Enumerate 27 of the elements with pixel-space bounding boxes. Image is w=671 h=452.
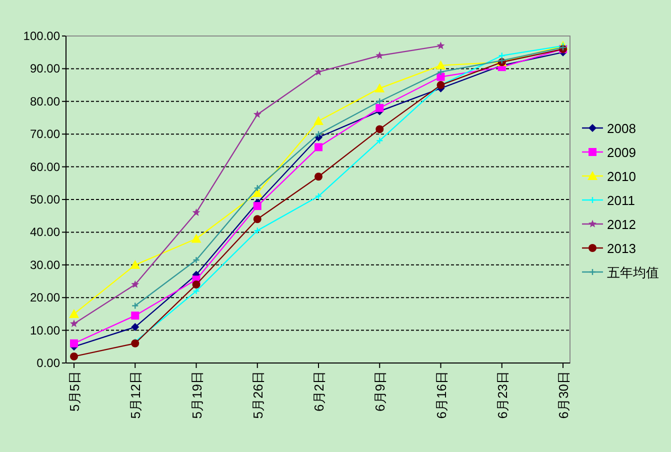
y-tick-label: 50.00	[30, 192, 60, 206]
y-tick-label: 40.00	[30, 225, 60, 240]
x-tick-label: 6月16日	[434, 371, 449, 419]
y-tick-label: 60.00	[30, 160, 60, 174]
y-tick-label: 10.00	[30, 323, 60, 338]
y-tick-label: 80.00	[30, 94, 60, 108]
x-tick-label: 6月9日	[372, 371, 388, 412]
legend-label: 2011	[607, 193, 635, 208]
legend-label: 2010	[607, 169, 636, 184]
y-tick-label: 100.00	[23, 29, 60, 43]
x-tick-label: 5月19日	[189, 371, 204, 419]
y-tick-label: 20.00	[30, 290, 60, 305]
legend-label: 2008	[607, 121, 636, 136]
legend-label: 2009	[607, 145, 636, 160]
x-tick-label: 6月2日	[312, 371, 326, 412]
y-tick-label: 30.00	[30, 258, 60, 272]
x-tick-label: 5月26日	[250, 371, 266, 419]
x-tick-label: 6月23日	[494, 371, 510, 419]
legend-label: 五年均值	[607, 265, 659, 280]
y-tick-label: 90.00	[30, 62, 60, 76]
y-tick-label: 70.00	[30, 127, 60, 142]
y-tick-label: 0.00	[36, 356, 60, 370]
x-tick-label: 5月5日	[67, 371, 82, 412]
x-tick-label: 6月30日	[556, 371, 571, 419]
legend-label: 2013	[607, 241, 636, 256]
legend-label: 2012	[607, 217, 636, 232]
x-tick-label: 5月12日	[128, 371, 144, 419]
